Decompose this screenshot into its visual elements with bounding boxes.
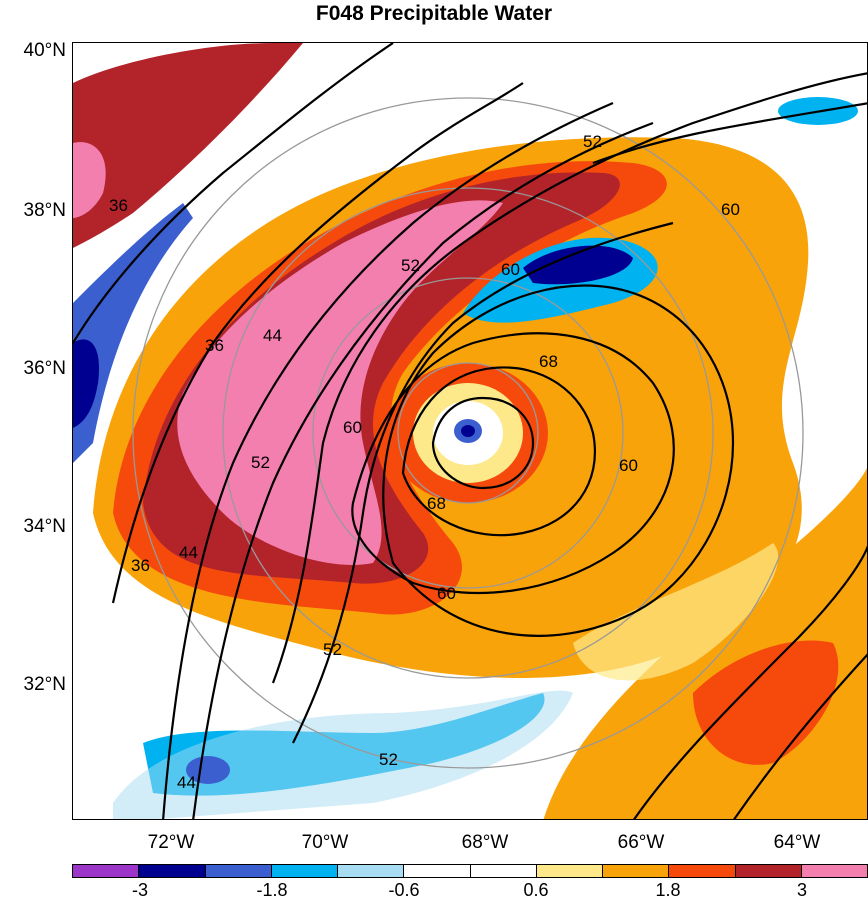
shade-sw-lightblue [113, 690, 573, 819]
colorbar [72, 864, 868, 878]
colorbar-label: 3 [796, 880, 807, 900]
shade-nw-red [73, 43, 303, 248]
colorbar-bin [470, 865, 537, 877]
contour-label: 60 [501, 260, 520, 279]
shade-nw-pink [73, 142, 106, 218]
contour-label: 36 [109, 196, 128, 215]
lat-label: 32°N [23, 674, 66, 695]
colorbar-label: 1.8 [655, 880, 681, 900]
contour-label: 60 [343, 418, 362, 437]
shade-nw-blue [73, 203, 193, 463]
lon-label: 70°W [301, 832, 349, 853]
lat-label: 36°N [23, 358, 66, 379]
contour-52b [292, 221, 674, 744]
contour-44 [162, 101, 614, 819]
contour-36 [73, 43, 394, 344]
colorbar-bin [271, 865, 338, 877]
colorbar-label: -0.6 [388, 880, 420, 900]
contour-se-2 [733, 653, 867, 819]
contour-ne [592, 102, 867, 165]
shade-nw-darkblue [73, 339, 99, 428]
lat-label: 34°N [23, 516, 66, 537]
colorbar-bin [73, 865, 140, 877]
lat-label: 40°N [23, 40, 66, 61]
contour-label: 44 [179, 543, 198, 562]
contour-label: 44 [263, 326, 282, 345]
contour-inner [431, 396, 535, 490]
colorbar-bin [669, 865, 736, 877]
map-panel: 36 36 36 44 44 44 52 52 52 52 52 60 60 6… [72, 42, 868, 820]
range-ring-1 [397, 362, 539, 504]
colorbar-bin [205, 865, 272, 877]
contour-lines [73, 43, 867, 819]
contour-60 [351, 332, 675, 595]
shade-eye-darkblue [461, 425, 475, 437]
contour-label: 68 [427, 494, 446, 513]
map-title: F048 Precipitable Water [315, 2, 553, 25]
contour-label: 52 [583, 132, 602, 151]
colorbar-bin [603, 865, 670, 877]
contour-label: 52 [379, 750, 398, 769]
colorbar-bin [139, 865, 206, 877]
range-rings [132, 97, 804, 769]
contour-label: 60 [721, 200, 740, 219]
shade-n-darkblue [523, 245, 633, 285]
colorbar-bin [404, 865, 471, 877]
contour-label: 36 [205, 336, 224, 355]
lat-label: 38°N [23, 200, 66, 221]
contour-label: 52 [401, 256, 420, 275]
range-ring-3 [222, 187, 714, 679]
contour-label: 36 [131, 556, 150, 575]
lon-label: 64°W [773, 832, 821, 853]
contour-36b [111, 82, 524, 604]
colorbar-bin [338, 865, 405, 877]
colorbar-bin [735, 865, 802, 877]
contour-label: 52 [251, 453, 270, 472]
range-ring-2 [312, 277, 624, 589]
contour-se-1 [633, 545, 867, 819]
colorbar-label: -3 [131, 880, 148, 900]
shading-layer [73, 43, 867, 819]
contour-label: 60 [437, 584, 456, 603]
lon-label: 72°W [147, 832, 195, 853]
colorbar-label: -1.8 [256, 880, 288, 900]
shade-yellow-edge [573, 543, 779, 681]
contour-label: 52 [323, 640, 342, 659]
contour-60-outer [382, 284, 735, 637]
contour-44b [192, 121, 654, 819]
contour-label: 44 [177, 773, 196, 792]
range-ring-4 [132, 97, 804, 769]
contour-label: 68 [539, 352, 558, 371]
colorbar-label: 0.6 [523, 880, 549, 900]
contour-label-layer: 36 36 36 44 44 44 52 52 52 52 52 60 60 6… [109, 132, 740, 792]
map-canvas: 36 36 36 44 44 44 52 52 52 52 52 60 60 6… [73, 43, 867, 819]
contour-68 [401, 366, 596, 537]
colorbar-bin [536, 865, 603, 877]
shade-se-red [693, 640, 839, 765]
contour-52 [271, 72, 867, 684]
lon-label: 66°W [617, 832, 665, 853]
shade-sw-darkblue [186, 756, 230, 784]
lon-label: 68°W [461, 832, 509, 853]
colorbar-bin [801, 865, 867, 877]
contour-label: 60 [619, 456, 638, 475]
shade-pink-band [177, 200, 504, 565]
